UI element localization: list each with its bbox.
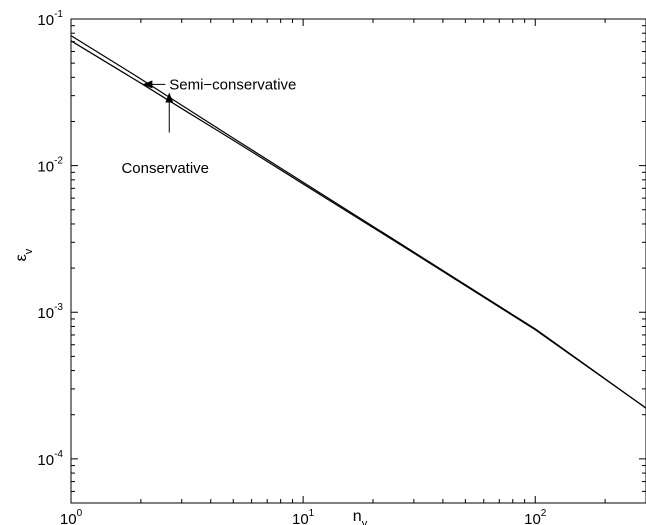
x-tick-label-exponent: 0 (77, 508, 83, 519)
y-tick-label: 10-4 (37, 449, 63, 469)
y-tick-label-base: 10 (37, 305, 54, 322)
annotation-layer: Semi−conservative Conservative (121, 76, 296, 177)
x-tick-label: 100 (60, 508, 83, 525)
y-tick-label-base: 10 (37, 12, 54, 29)
y-tick-label-base: 10 (37, 452, 54, 469)
annotation-label-2: Conservative (121, 160, 209, 177)
y-tick-label: 10-3 (37, 302, 63, 322)
y-tick-label-base: 10 (37, 159, 54, 176)
x-tick-label-base: 10 (524, 511, 541, 525)
y-axis-label-main: ε (13, 254, 30, 261)
x-tick-label-base: 10 (292, 511, 309, 525)
y-axis-label: εv (13, 248, 35, 261)
annotation-label-1: Semi−conservative (169, 76, 296, 93)
x-axis-label-main: n (353, 508, 362, 525)
y-axis-label-subscript: v (23, 248, 35, 254)
y-tick-label: 10-2 (37, 156, 63, 176)
y-tick-label-exponent: -4 (54, 449, 63, 460)
y-tick-label-exponent: -2 (54, 156, 63, 167)
x-axis-label: nv (353, 508, 368, 525)
x-tick-label-base: 10 (60, 511, 77, 525)
x-axis-label-subscript: v (362, 518, 368, 525)
y-tick-label: 10-1 (37, 9, 63, 29)
y-tick-label-exponent: -3 (54, 302, 63, 313)
x-tick-label-exponent: 2 (541, 508, 547, 519)
axes-box (70, 18, 646, 504)
plot-area (71, 19, 646, 503)
x-tick-label-exponent: 1 (309, 508, 315, 519)
y-tick-label-exponent: -1 (54, 9, 63, 20)
x-tick-label: 101 (292, 508, 315, 525)
x-tick-label: 102 (524, 508, 547, 525)
